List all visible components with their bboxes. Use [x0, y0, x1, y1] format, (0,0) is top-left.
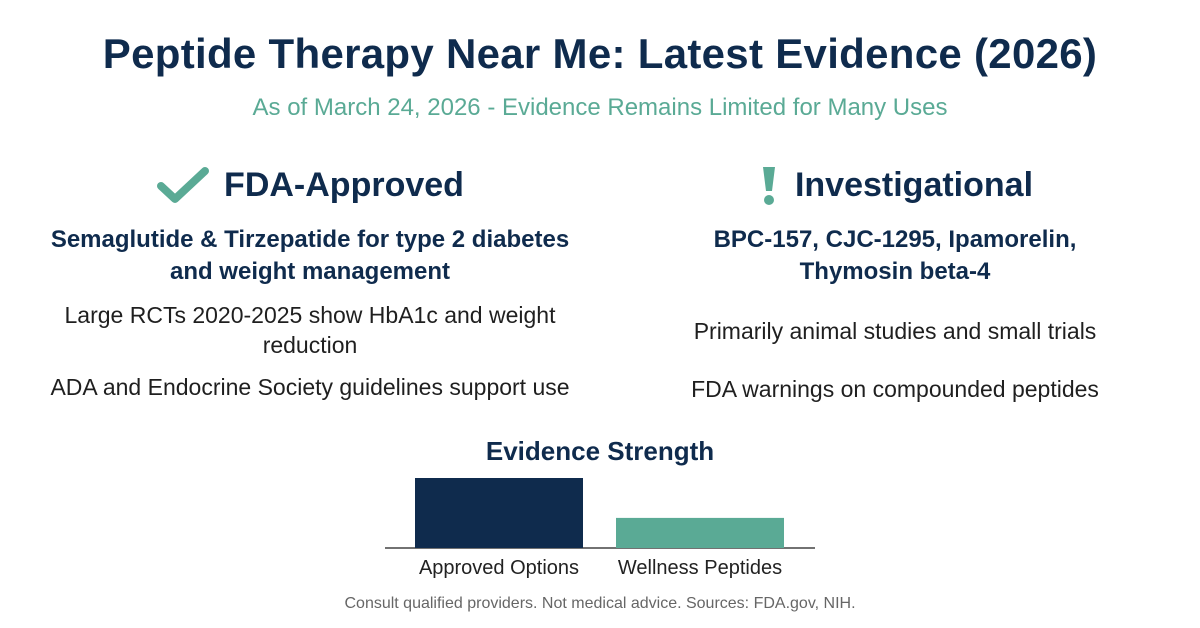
investigational-bullet-fda-warnings: FDA warnings on compounded peptides — [691, 376, 1099, 402]
checkmark-icon — [156, 165, 210, 205]
bar-wellness-peptides — [616, 517, 784, 548]
approved-bullet-rcts: Large RCTs 2020-2025 show HbA1c and weig… — [64, 302, 556, 358]
bar-approved-options — [415, 478, 583, 548]
exclamation-icon — [757, 163, 781, 207]
investigational-peptides-subheading: BPC-157, CJC-1295, Ipamorelin, Thymosin … — [713, 226, 1077, 285]
fda-approved-column: FDA-Approved Semaglutide & Tirzepatide f… — [20, 160, 600, 402]
approved-drugs-subheading: Semaglutide & Tirzepatide for type 2 dia… — [50, 226, 570, 285]
investigational-heading: Investigational — [794, 165, 1034, 204]
investigational-column: Investigational BPC-157, CJC-1295, Ipamo… — [610, 160, 1180, 404]
investigational-header: Investigational — [610, 160, 1180, 210]
chart-title: Evidence Strength — [485, 436, 715, 466]
page-title: Peptide Therapy Near Me: Latest Evidence… — [102, 30, 1098, 77]
investigational-bullet-studies: Primarily animal studies and small trial… — [693, 318, 1097, 344]
fda-approved-header: FDA-Approved — [20, 160, 600, 210]
category-label-approved-options: Approved Options — [419, 557, 579, 579]
evidence-strength-chart: Approved Options Wellness Peptides — [385, 478, 815, 579]
category-label-wellness-peptides: Wellness Peptides — [618, 557, 782, 579]
approved-bullet-guidelines: ADA and Endocrine Society guidelines sup… — [50, 374, 570, 400]
footer-disclaimer: Consult qualified providers. Not medical… — [344, 595, 856, 612]
fda-approved-heading: FDA-Approved — [224, 165, 464, 204]
page-subtitle: As of March 24, 2026 - Evidence Remains … — [252, 94, 948, 121]
